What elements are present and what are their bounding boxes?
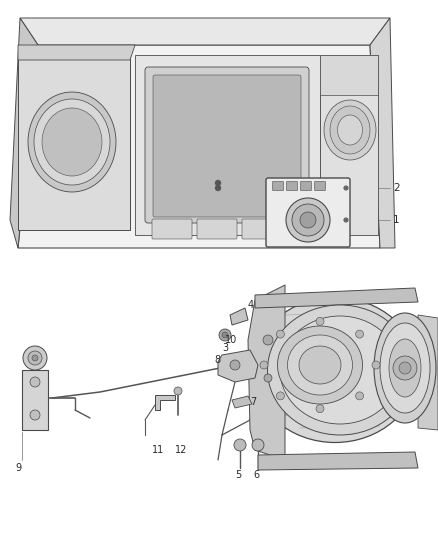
Polygon shape xyxy=(320,55,378,235)
Circle shape xyxy=(372,361,380,369)
Text: 12: 12 xyxy=(175,445,187,455)
Text: 7: 7 xyxy=(250,397,256,407)
Circle shape xyxy=(399,362,411,374)
Polygon shape xyxy=(20,18,390,45)
Polygon shape xyxy=(22,370,48,430)
Circle shape xyxy=(292,204,324,236)
Circle shape xyxy=(344,186,348,190)
Ellipse shape xyxy=(268,305,413,435)
Ellipse shape xyxy=(42,108,102,176)
Text: 1: 1 xyxy=(393,215,399,225)
Circle shape xyxy=(215,180,221,186)
Polygon shape xyxy=(18,45,135,60)
Polygon shape xyxy=(18,55,130,230)
Text: 6: 6 xyxy=(253,470,259,480)
Circle shape xyxy=(174,387,182,395)
Circle shape xyxy=(32,355,38,361)
Ellipse shape xyxy=(324,100,376,160)
Text: 2: 2 xyxy=(393,183,399,193)
Polygon shape xyxy=(18,45,380,248)
FancyBboxPatch shape xyxy=(300,182,311,190)
Circle shape xyxy=(276,392,284,400)
Circle shape xyxy=(252,439,264,451)
Ellipse shape xyxy=(34,99,110,185)
Polygon shape xyxy=(258,452,418,470)
Circle shape xyxy=(260,361,268,369)
Circle shape xyxy=(276,330,284,338)
Ellipse shape xyxy=(380,323,430,413)
Circle shape xyxy=(286,198,330,242)
Circle shape xyxy=(393,356,417,380)
FancyBboxPatch shape xyxy=(145,67,309,223)
FancyBboxPatch shape xyxy=(153,75,301,217)
Circle shape xyxy=(356,330,364,338)
Text: 4: 4 xyxy=(248,300,254,310)
Circle shape xyxy=(30,410,40,420)
Circle shape xyxy=(234,439,246,451)
FancyBboxPatch shape xyxy=(242,219,282,239)
Polygon shape xyxy=(230,308,248,325)
Polygon shape xyxy=(418,315,438,430)
Circle shape xyxy=(222,332,228,338)
FancyBboxPatch shape xyxy=(197,219,237,239)
Circle shape xyxy=(316,405,324,413)
FancyBboxPatch shape xyxy=(287,219,327,239)
FancyBboxPatch shape xyxy=(152,219,192,239)
Polygon shape xyxy=(248,285,285,460)
FancyBboxPatch shape xyxy=(314,182,325,190)
Ellipse shape xyxy=(389,339,421,397)
Circle shape xyxy=(263,335,273,345)
Ellipse shape xyxy=(278,326,363,404)
Polygon shape xyxy=(135,55,320,235)
Polygon shape xyxy=(155,395,175,410)
Circle shape xyxy=(215,185,221,191)
Circle shape xyxy=(219,329,231,341)
Circle shape xyxy=(300,212,316,228)
Polygon shape xyxy=(370,18,395,248)
Ellipse shape xyxy=(28,92,116,192)
Text: 11: 11 xyxy=(152,445,164,455)
Circle shape xyxy=(356,392,364,400)
Polygon shape xyxy=(255,288,418,308)
Ellipse shape xyxy=(338,115,363,145)
Polygon shape xyxy=(218,350,258,382)
Ellipse shape xyxy=(287,335,353,395)
Text: 8: 8 xyxy=(214,355,220,365)
Polygon shape xyxy=(10,18,38,248)
FancyBboxPatch shape xyxy=(272,182,283,190)
Text: 10: 10 xyxy=(225,335,237,345)
Circle shape xyxy=(230,360,240,370)
Polygon shape xyxy=(232,396,252,408)
Ellipse shape xyxy=(330,106,370,154)
Circle shape xyxy=(23,346,47,370)
Ellipse shape xyxy=(299,346,341,384)
FancyBboxPatch shape xyxy=(286,182,297,190)
Circle shape xyxy=(28,351,42,365)
FancyBboxPatch shape xyxy=(266,178,350,247)
Circle shape xyxy=(264,374,272,382)
Circle shape xyxy=(316,317,324,325)
Text: 3: 3 xyxy=(222,343,228,353)
Ellipse shape xyxy=(374,313,436,423)
Ellipse shape xyxy=(280,316,400,424)
Circle shape xyxy=(30,377,40,387)
Circle shape xyxy=(344,218,348,222)
Text: 9: 9 xyxy=(15,463,21,473)
Ellipse shape xyxy=(252,297,417,442)
Text: 5: 5 xyxy=(235,470,241,480)
Polygon shape xyxy=(320,55,378,95)
